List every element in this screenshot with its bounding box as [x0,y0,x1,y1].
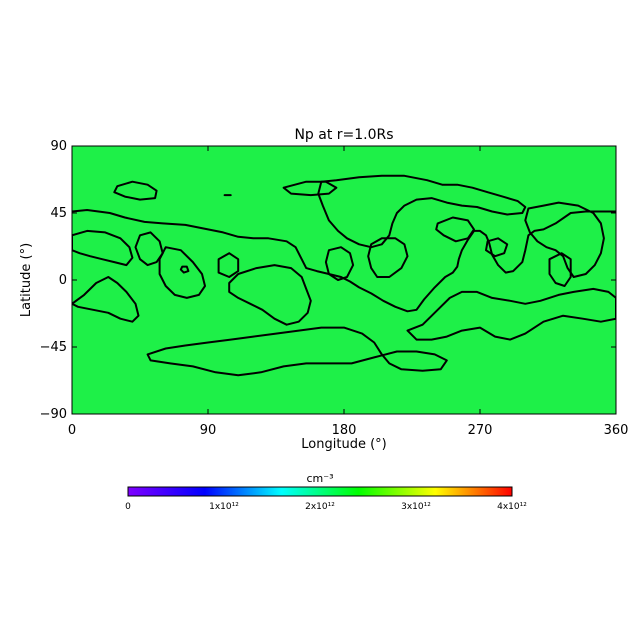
colorbar-tick-label: 4x10¹² [497,502,527,512]
x-axis: 0 90 180 270 360 [68,146,629,438]
contour-e-loop-b [485,237,509,258]
contour-w-blob-d [217,252,240,278]
colorbar-ticks: 0 1x10¹² 2x10¹² 3x10¹² 4x10¹² [125,502,527,512]
contour-north-belt [72,209,616,313]
contour-group [72,174,616,377]
contour-center-lobe [228,264,312,326]
contour-south-belt [146,326,448,377]
contour-ne-wedge [282,180,338,197]
y-tick-label: −45 [40,340,67,355]
y-tick-label: −90 [40,407,67,422]
colorbar-label: cm⁻³ [307,472,334,485]
contour-nw-blob [113,180,158,201]
contour-w-cluster-c [158,246,206,299]
x-tick-label: 360 [604,423,629,438]
chart-title: Np at r=1.0Rs [294,127,393,143]
contour-ne-loop [524,201,605,278]
x-axis-label: Longitude (°) [301,437,386,452]
contour-e-blob-c [548,252,572,287]
x-tick-label: 90 [200,423,217,438]
contour-center-blob [324,246,355,281]
x-tick-label: 270 [468,423,493,438]
contour-w-cluster-b [134,231,164,267]
contour-mid-blob [367,237,409,278]
contour-e-loop-a [435,216,475,243]
y-tick-label: 90 [50,139,67,154]
contour-dot-west [179,265,190,274]
x-tick-label: 0 [68,423,76,438]
y-axis: −90 −45 0 45 90 [40,139,616,422]
plot-field [72,146,616,414]
x-tick-label: 180 [332,423,357,438]
colorbar-tick-label: 2x10¹² [305,502,335,512]
contour-sw-loop [72,276,140,323]
y-tick-label: 45 [50,206,67,221]
contour-se-band [406,287,616,341]
colorbar-tick-label: 0 [125,502,131,512]
y-tick-label: 0 [59,273,67,288]
y-axis-label: Latitude (°) [19,243,34,317]
colorbar [127,486,513,497]
colorbar-tick-label: 1x10¹² [209,502,239,512]
contour-north-cap [317,174,527,249]
colorbar-tick-label: 3x10¹² [401,502,431,512]
contour-w-cluster-a [72,229,134,267]
